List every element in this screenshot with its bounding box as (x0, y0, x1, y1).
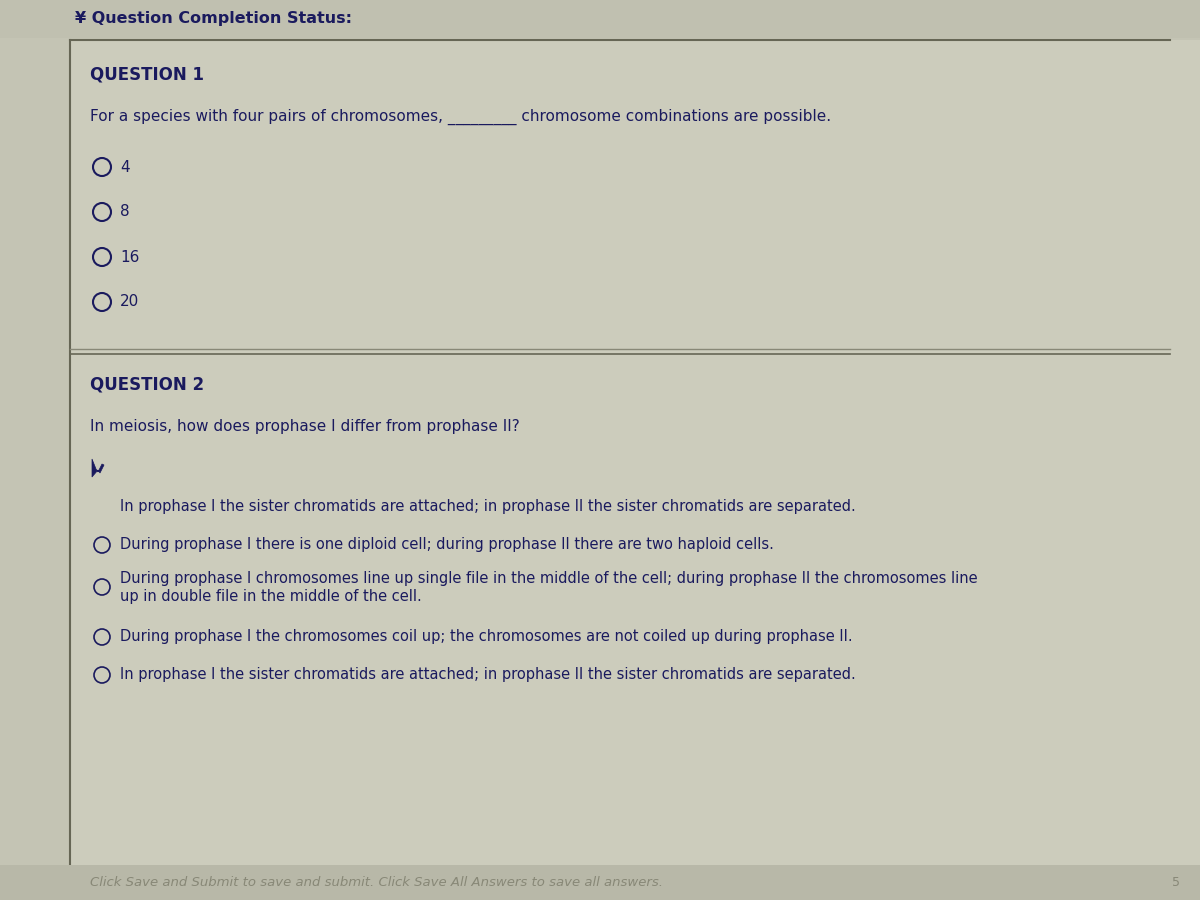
Text: 5: 5 (1172, 876, 1180, 889)
Text: For a species with four pairs of chromosomes, _________ chromosome combinations : For a species with four pairs of chromos… (90, 109, 832, 125)
Text: In prophase I the sister chromatids are attached; in prophase II the sister chro: In prophase I the sister chromatids are … (120, 668, 856, 682)
Text: ¥ Question Completion Status:: ¥ Question Completion Status: (74, 12, 352, 26)
Text: 20: 20 (120, 294, 139, 310)
Text: 8: 8 (120, 204, 130, 220)
Text: In meiosis, how does prophase I differ from prophase II?: In meiosis, how does prophase I differ f… (90, 419, 520, 435)
Text: 4: 4 (120, 159, 130, 175)
Bar (0, 865, 1200, 900)
Text: up in double file in the middle of the cell.: up in double file in the middle of the c… (120, 590, 421, 605)
Text: During prophase I the chromosomes coil up; the chromosomes are not coiled up dur: During prophase I the chromosomes coil u… (120, 629, 853, 644)
Text: During prophase I chromosomes line up single file in the middle of the cell; dur: During prophase I chromosomes line up si… (120, 572, 978, 587)
Text: Click Save and Submit to save and submit. Click Save All Answers to save all ans: Click Save and Submit to save and submit… (90, 876, 662, 889)
Text: During prophase I there is one diploid cell; during prophase II there are two ha: During prophase I there is one diploid c… (120, 537, 774, 553)
Text: In prophase I the sister chromatids are attached; in prophase II the sister chro: In prophase I the sister chromatids are … (120, 500, 856, 515)
Bar (0, 0, 1200, 38)
Text: QUESTION 2: QUESTION 2 (90, 375, 204, 393)
Polygon shape (92, 459, 104, 477)
Text: QUESTION 1: QUESTION 1 (90, 65, 204, 83)
Text: 16: 16 (120, 249, 139, 265)
